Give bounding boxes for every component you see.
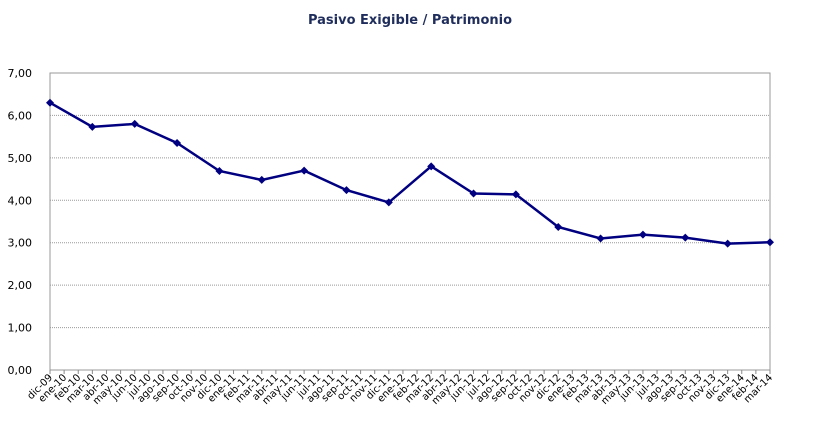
y-tick-label: 7,00 (8, 67, 33, 80)
y-tick-label: 1,00 (8, 322, 33, 335)
marker (300, 166, 309, 175)
marker (88, 122, 97, 131)
marker (257, 175, 266, 184)
plot-border (49, 72, 771, 371)
y-tick-label: 6,00 (8, 109, 33, 122)
marker (681, 233, 690, 242)
marker (469, 189, 478, 198)
marker (342, 186, 351, 195)
marker (554, 223, 563, 232)
marker (596, 234, 605, 243)
y-tick-label: 0,00 (8, 364, 33, 377)
marker (384, 198, 393, 207)
marker (130, 119, 139, 128)
y-tick-label: 3,00 (8, 237, 33, 250)
marker (215, 167, 224, 176)
marker (46, 98, 54, 107)
marker (427, 162, 436, 171)
marker (638, 230, 647, 239)
y-tick-label: 2,00 (8, 279, 33, 292)
chart-title: Pasivo Exigible / Patrimonio (308, 13, 512, 28)
y-tick-label: 5,00 (8, 152, 33, 165)
series-line (49, 101, 771, 245)
marker (173, 139, 182, 148)
marker (511, 190, 520, 199)
marker (766, 238, 774, 247)
marker (723, 239, 732, 248)
y-tick-label: 4,00 (8, 194, 33, 207)
